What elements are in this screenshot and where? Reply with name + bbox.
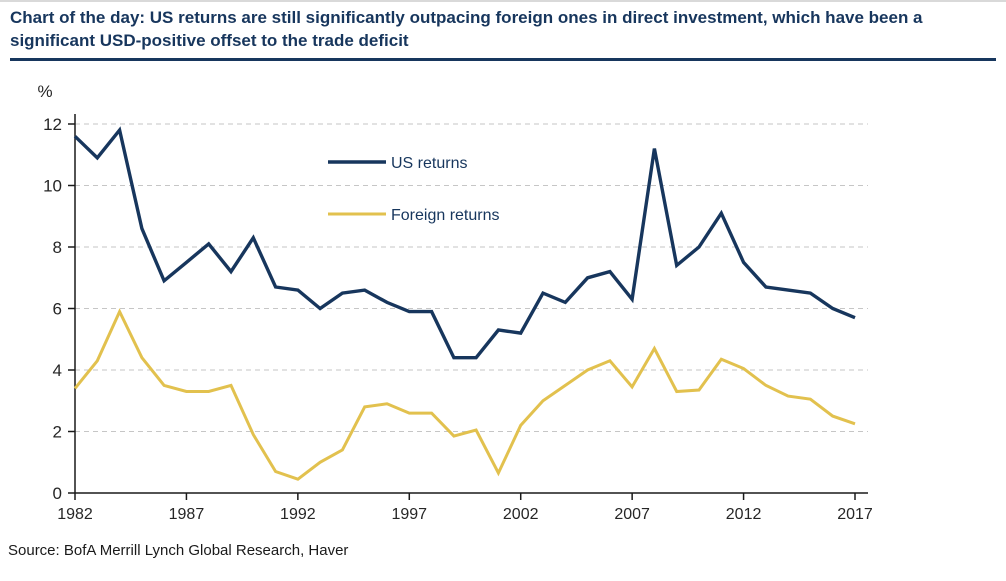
x-tick-label-2017: 2017 xyxy=(837,506,873,523)
y-tick-label-4: 4 xyxy=(53,361,62,380)
x-tick-label-2012: 2012 xyxy=(726,506,762,523)
x-tick-label-1982: 1982 xyxy=(57,506,93,523)
y-axis-unit-label: % xyxy=(37,82,52,101)
x-tick-label-2002: 2002 xyxy=(503,506,539,523)
legend-label-foreign: Foreign returns xyxy=(391,207,500,224)
y-tick-label-0: 0 xyxy=(53,484,62,503)
y-tick-label-10: 10 xyxy=(43,177,62,196)
x-tick-label-1997: 1997 xyxy=(391,506,427,523)
y-tick-label-12: 12 xyxy=(43,115,62,134)
y-tick-label-2: 2 xyxy=(53,423,62,442)
legend-label-us: US returns xyxy=(391,155,467,172)
foreign-returns-line xyxy=(73,308,856,481)
y-tick-label-8: 8 xyxy=(53,238,62,257)
x-tick-label-1987: 1987 xyxy=(169,506,205,523)
x-tick-label-2007: 2007 xyxy=(614,506,650,523)
chart-title: Chart of the day: US returns are still s… xyxy=(10,8,923,50)
title-divider xyxy=(10,58,996,61)
y-tick-label-6: 6 xyxy=(53,300,62,319)
us-returns-line xyxy=(73,126,856,360)
x-tick-label-1992: 1992 xyxy=(280,506,316,523)
source-text: Source: BofA Merrill Lynch Global Resear… xyxy=(8,542,349,559)
